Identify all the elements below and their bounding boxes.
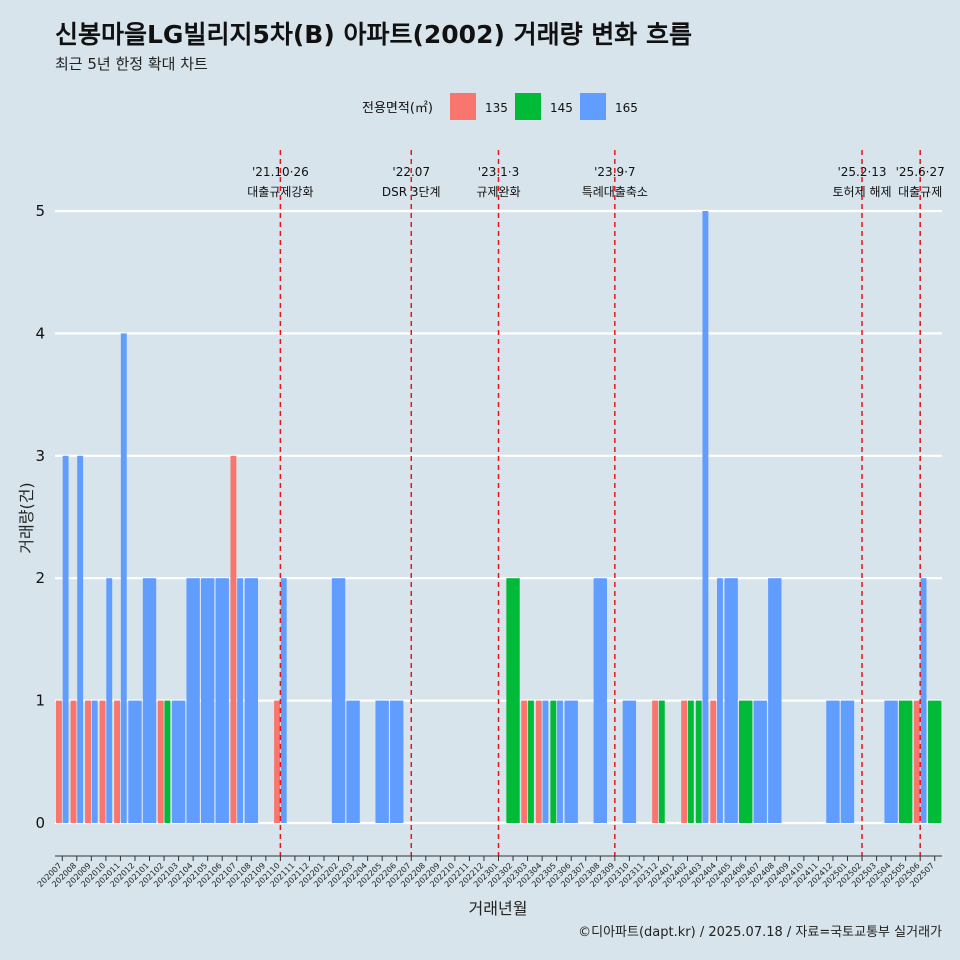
y-axis: 0 1 2 3 4 5	[35, 202, 45, 832]
bar-135-202007	[55, 700, 62, 823]
bar-165-202107	[237, 578, 244, 823]
event-date: '25.6·27	[896, 165, 945, 179]
bar-165-202408	[768, 578, 782, 823]
bar-165-202010	[106, 578, 113, 823]
bar-165-202310	[622, 700, 637, 823]
bar-165-202405	[724, 578, 738, 823]
y-tick-label: 3	[35, 447, 45, 465]
bar-165-202404	[717, 578, 723, 823]
y-tick-label: 5	[35, 202, 45, 220]
bar-165-202501	[840, 700, 855, 823]
event-label: 규제완화	[476, 185, 520, 199]
bar-165-202101	[142, 578, 157, 823]
legend: 전용면적(㎡) 135 145 165	[362, 93, 638, 120]
event-date: '23.9·7	[594, 165, 635, 179]
bar-165-202108	[244, 578, 258, 823]
bars	[55, 211, 942, 823]
bar-165-202308	[593, 578, 607, 823]
bar-165-202203	[346, 700, 360, 823]
bar-135-202008	[70, 700, 77, 823]
bar-135-202011	[114, 700, 121, 823]
bar-145-202302	[506, 578, 520, 823]
caption: ©디아파트(dapt.kr) / 2025.07.18 / 자료=국토교통부 실…	[578, 925, 942, 940]
event-date: '23.1·3	[478, 165, 519, 179]
bar-165-202110	[280, 578, 287, 823]
bar-145-202505	[898, 700, 913, 823]
y-axis-title: 거래량(건)	[17, 482, 36, 553]
bar-135-202312	[652, 700, 659, 823]
event-label: 토허제 해제	[833, 185, 892, 199]
legend-label-145: 145	[550, 101, 573, 115]
legend-title: 전용면적(㎡)	[362, 101, 433, 116]
event-date: '22.07	[392, 165, 430, 179]
bar-135-202010	[99, 700, 106, 823]
y-tick-label: 1	[35, 692, 45, 710]
bar-165-202412	[826, 700, 840, 823]
bar-165-202106	[215, 578, 229, 823]
bar-165-202407	[753, 700, 767, 823]
bar-135-202107	[230, 455, 237, 823]
bar-165-202009	[91, 700, 98, 823]
bar-145-202305	[550, 700, 557, 823]
bar-145-202406	[739, 700, 753, 823]
chart-title: 신봉마을LG빌리지5차(B) 아파트(2002) 거래량 변화 흐름	[55, 20, 692, 49]
legend-key-165	[580, 93, 606, 120]
event-label: 특례대출축소	[582, 185, 648, 199]
event-date: '25.2·13	[837, 165, 886, 179]
bar-165-202205	[375, 700, 389, 823]
x-axis-title: 거래년월	[469, 899, 528, 918]
bar-165-202304	[542, 700, 549, 823]
event-lines: '21.10·26 대출규제강화 '22.07 DSR 3단계 '23.1·3 규제완화 '…	[247, 150, 945, 856]
bar-135-202102	[157, 700, 164, 823]
bar-135-202303	[521, 700, 528, 823]
bar-165-202105	[200, 578, 215, 823]
bar-135-202404	[710, 700, 717, 823]
y-tick-label: 0	[35, 814, 45, 832]
bar-165-202011	[120, 333, 127, 823]
bar-145-202403	[695, 700, 702, 823]
bar-145-202303	[527, 700, 534, 823]
x-axis: 2020072020082020092020102020112020122021…	[36, 855, 942, 889]
legend-label-135: 135	[485, 101, 508, 115]
bar-165-202008	[77, 455, 84, 823]
event-date: '21.10·26	[252, 165, 309, 179]
chart-subtitle: 최근 5년 한정 확대 차트	[55, 55, 208, 73]
legend-label-165: 165	[615, 101, 638, 115]
bar-135-202304	[535, 700, 542, 823]
bar-135-202506	[913, 700, 920, 823]
bar-165-202007	[62, 455, 69, 823]
bar-165-202202	[331, 578, 346, 823]
event-label: DSR 3단계	[382, 185, 441, 199]
bar-165-202504	[884, 700, 898, 823]
bar-165-202103	[171, 700, 186, 823]
bar-145-202102	[164, 700, 171, 823]
bar-135-202009	[85, 700, 91, 823]
legend-key-135	[450, 93, 476, 120]
bar-165-202104	[186, 578, 200, 823]
y-tick-label: 4	[35, 324, 45, 342]
bar-135-202110	[274, 700, 280, 823]
bar-165-202305	[557, 700, 563, 823]
bar-165-202206	[390, 700, 404, 823]
event-label: 대출규제강화	[247, 185, 313, 199]
bar-145-202402	[687, 700, 694, 823]
legend-key-145	[515, 93, 541, 120]
bar-135-202402	[681, 700, 688, 823]
bar-165-202012	[128, 700, 142, 823]
y-tick-label: 2	[35, 569, 45, 587]
bar-145-202507	[928, 700, 942, 823]
bar-165-202403	[702, 211, 709, 823]
bar-145-202312	[658, 700, 665, 823]
event-label: 대출규제	[898, 185, 942, 199]
bar-165-202506	[920, 578, 927, 823]
bar-165-202306	[564, 700, 578, 823]
